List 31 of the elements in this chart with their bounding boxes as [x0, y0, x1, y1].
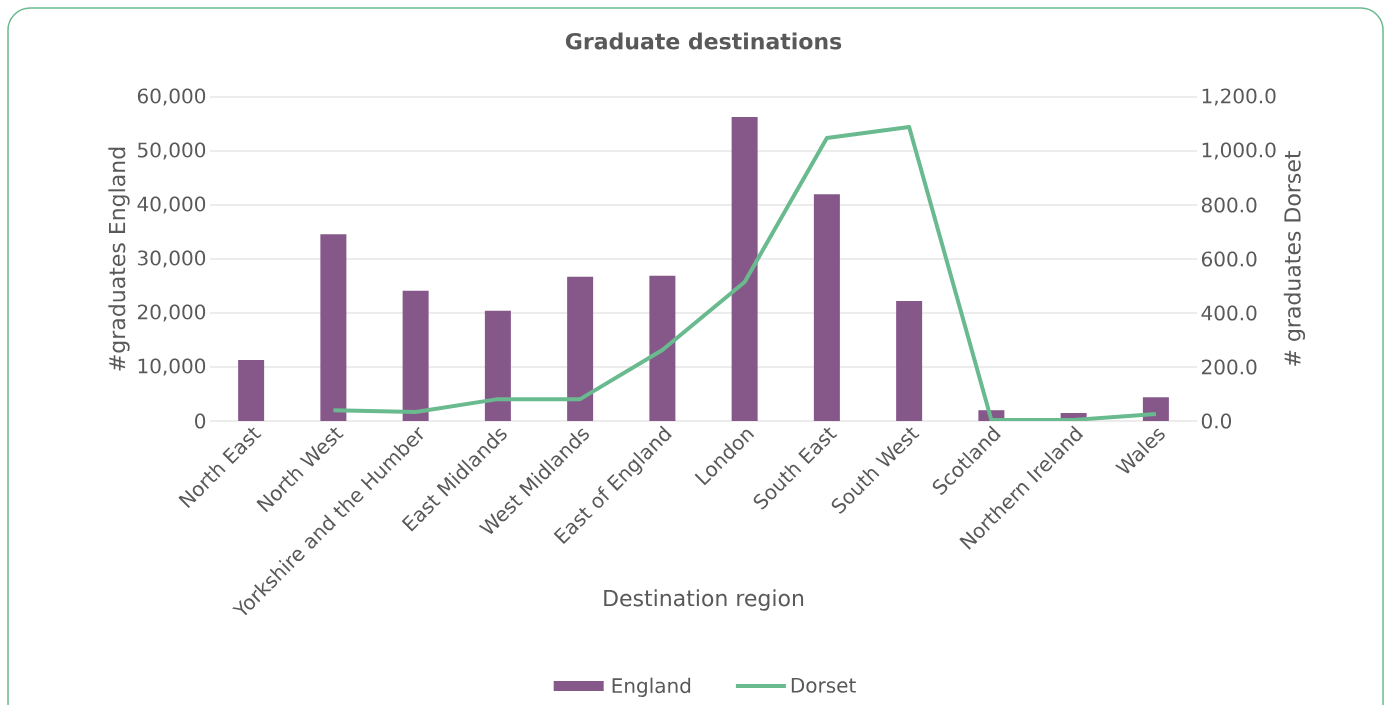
y2-tick-label: 0.0	[1201, 413, 1232, 429]
y-tick-label: 20,000	[137, 304, 206, 322]
bar	[813, 194, 840, 421]
bar	[649, 275, 676, 421]
legend-label: England	[612, 677, 691, 698]
line-series	[331, 124, 1158, 421]
y2-tick-label: 1,000.0	[1202, 142, 1276, 160]
y2-tick-label: 1,200.0	[1202, 88, 1276, 106]
bar	[484, 310, 511, 421]
y-tick-label: 0	[195, 413, 206, 429]
bar	[238, 359, 265, 421]
bar	[567, 276, 594, 421]
y2-tick-label: 800.0	[1201, 197, 1257, 213]
y-tick-label: 60,000	[137, 88, 206, 106]
y-tick-label: 40,000	[137, 196, 206, 214]
bar	[320, 234, 347, 421]
bar	[896, 301, 923, 421]
x-axis-title: Destination region	[604, 589, 804, 611]
y-tick-label: 10,000	[138, 358, 206, 376]
legend-label: Dorset	[791, 677, 856, 693]
y2-tick-label: 400.0	[1201, 305, 1257, 321]
chart-title: Graduate destinations	[565, 32, 842, 50]
y2-tick-label: 600.0	[1201, 251, 1257, 267]
bar	[402, 290, 429, 421]
y2-axis-title: # graduates Dorset	[1283, 151, 1306, 366]
y2-tick-label: 200.0	[1202, 359, 1257, 375]
bar	[731, 116, 758, 421]
bar	[1142, 397, 1169, 421]
y-tick-label: 30,000	[138, 250, 206, 268]
y-tick-label: 50,000	[138, 142, 206, 160]
y-axis-title: #graduates England	[108, 147, 130, 371]
